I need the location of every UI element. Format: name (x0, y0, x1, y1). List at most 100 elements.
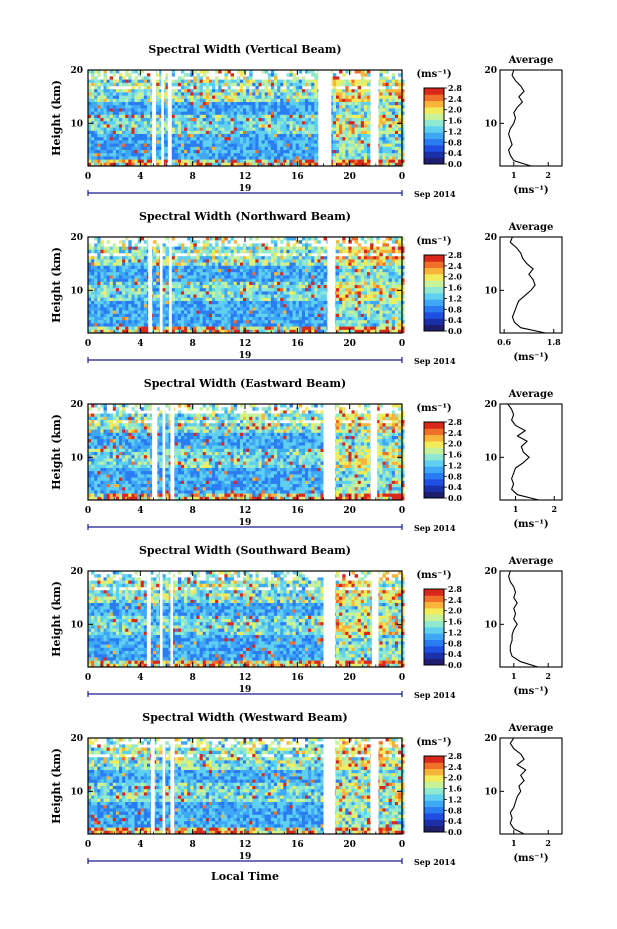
heatmap-cell (94, 307, 97, 311)
heatmap-cell (367, 112, 370, 116)
heatmap-cell (370, 240, 373, 244)
heatmap-cell (200, 275, 203, 279)
heatmap-cell (246, 121, 249, 125)
heatmap-cell (184, 266, 187, 270)
heatmap-cell (296, 256, 299, 260)
heatmap-cell (104, 298, 107, 302)
heatmap-cell (119, 150, 122, 154)
heatmap-cell (311, 247, 314, 251)
heatmap-cell (314, 269, 317, 273)
heatmap-cell (308, 275, 311, 279)
heatmap-cell (302, 150, 305, 154)
heatmap-cell (100, 240, 103, 244)
heatmap-cell (237, 160, 240, 164)
heatmap-cell (333, 131, 336, 135)
heatmap-cell (175, 307, 178, 311)
heatmap-cell (100, 118, 103, 122)
heatmap-cell (268, 128, 271, 132)
heatmap-cell (138, 96, 141, 100)
heatmap-cell (293, 89, 296, 93)
heatmap-cell (135, 137, 138, 141)
heatmap-cell (370, 285, 373, 289)
heatmap-cell (166, 307, 169, 311)
heatmap-cell (255, 250, 258, 254)
heatmap-cell (107, 298, 110, 302)
heatmap-cell (280, 256, 283, 260)
heatmap-cell (156, 99, 159, 103)
heatmap-cell (277, 298, 280, 302)
heatmap-cell (290, 83, 293, 87)
heatmap-cell (392, 108, 395, 112)
heatmap-cell (271, 275, 274, 279)
heatmap-cell (302, 108, 305, 112)
heatmap-cell (373, 275, 376, 279)
heatmap-cell (370, 275, 373, 279)
heatmap-cell (206, 288, 209, 292)
heatmap-cell (361, 160, 364, 164)
heatmap-cell (383, 131, 386, 135)
heatmap-cell (104, 92, 107, 96)
heatmap-cell (280, 140, 283, 144)
heatmap-cell (389, 156, 392, 160)
heatmap-cell (156, 243, 159, 247)
heatmap-cell (221, 99, 224, 103)
heatmap-cell (293, 272, 296, 276)
heatmap-cell (274, 83, 277, 87)
heatmap-cell (187, 253, 190, 257)
heatmap-cell (336, 153, 339, 157)
heatmap-cell (286, 89, 289, 93)
heatmap-cell (398, 259, 401, 263)
heatmap-cell (361, 137, 364, 141)
heatmap-cell (395, 137, 398, 141)
heatmap-cell (184, 269, 187, 273)
heatmap-cell (280, 83, 283, 87)
heatmap-cell (355, 304, 358, 308)
heatmap-cell (333, 102, 336, 106)
heatmap-cell (262, 243, 265, 247)
heatmap-cell (386, 92, 389, 96)
heatmap-cell (190, 288, 193, 292)
heatmap-cell (252, 121, 255, 125)
heatmap-cell (395, 83, 398, 87)
heatmap-cell (246, 89, 249, 93)
heatmap-cell (113, 144, 116, 148)
heatmap-cell (122, 240, 125, 244)
heatmap-cell (104, 263, 107, 267)
heatmap-cell (125, 150, 128, 154)
heatmap-cell (128, 240, 131, 244)
heatmap-cell (184, 102, 187, 106)
heatmap-cell (268, 144, 271, 148)
heatmap-cell (203, 134, 206, 138)
heatmap-cell (355, 96, 358, 100)
heatmap-cell (321, 282, 324, 286)
heatmap-cell (342, 298, 345, 302)
heatmap-cell (277, 295, 280, 299)
heatmap-cell (178, 137, 181, 141)
heatmap-cell (104, 269, 107, 273)
heatmap-cell (290, 156, 293, 160)
heatmap-cell (249, 291, 252, 295)
heatmap-cell (184, 256, 187, 260)
heatmap-cell (249, 269, 252, 273)
heatmap-cell (156, 96, 159, 100)
heatmap-cell (243, 115, 246, 119)
heatmap-cell (265, 92, 268, 96)
heatmap-cell (345, 266, 348, 270)
heatmap-cell (361, 76, 364, 80)
heatmap-cell (271, 121, 274, 125)
heatmap-cell (277, 92, 280, 96)
heatmap-cell (240, 301, 243, 305)
heatmap-cell (240, 156, 243, 160)
heatmap-cell (389, 112, 392, 116)
heatmap-cell (308, 160, 311, 164)
heatmap-cell (345, 115, 348, 119)
heatmap-cell (274, 253, 277, 257)
heatmap-cell (144, 118, 147, 122)
heatmap-cell (280, 99, 283, 103)
heatmap-cell (228, 279, 231, 283)
heatmap-cell (383, 243, 386, 247)
heatmap-cell (122, 256, 125, 260)
heatmap-cell (212, 259, 215, 263)
heatmap-cell (317, 272, 320, 276)
heatmap-cell (181, 137, 184, 141)
